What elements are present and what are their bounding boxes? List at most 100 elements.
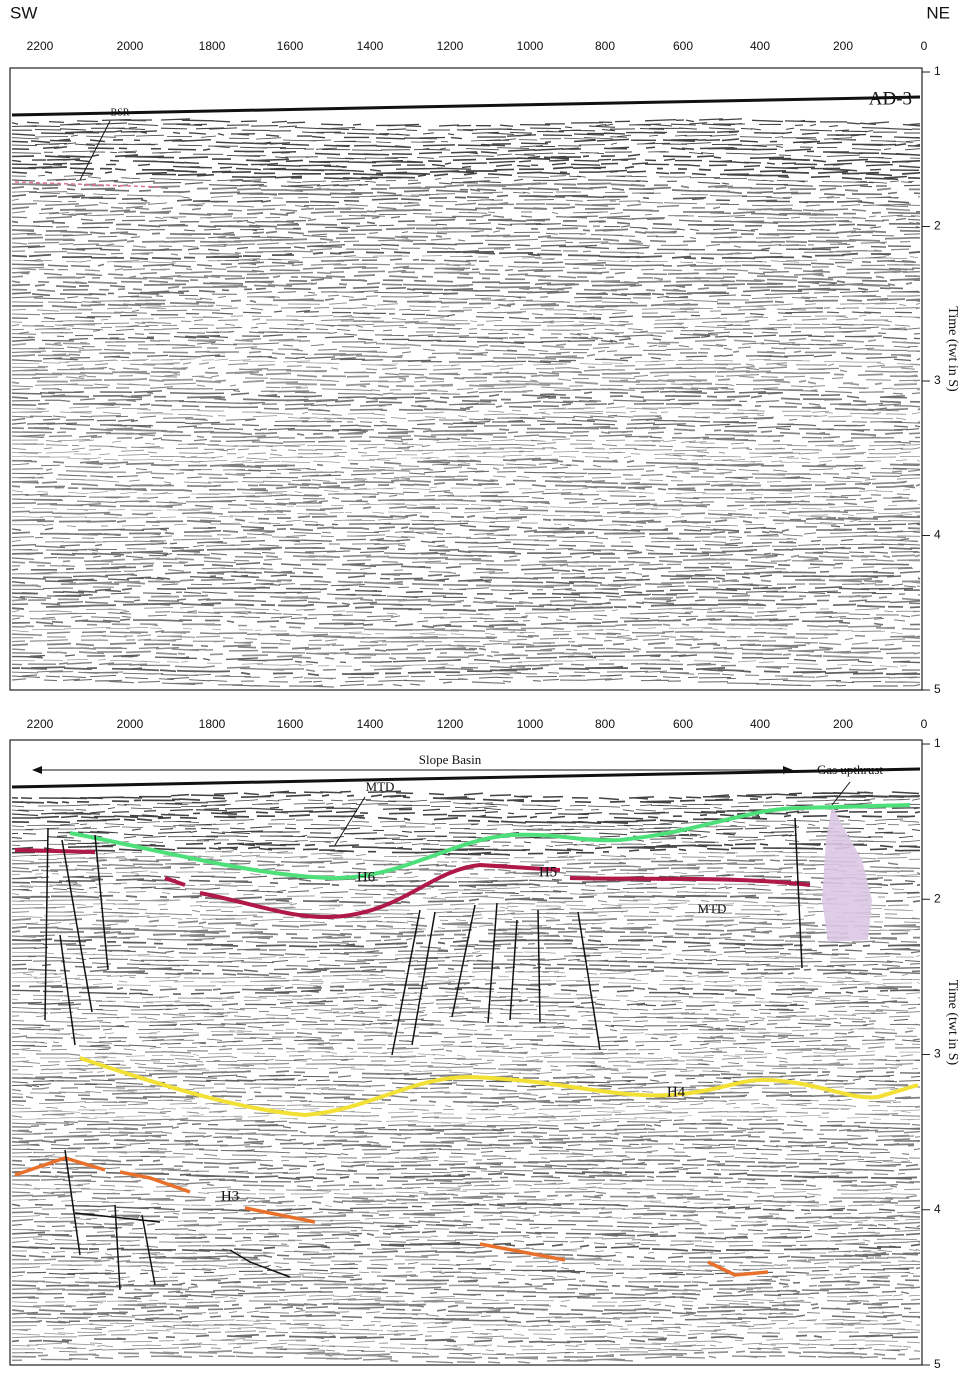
reflector — [11, 1110, 921, 1120]
reflector — [11, 1098, 902, 1108]
reflector — [11, 398, 921, 408]
reflector — [11, 1305, 912, 1316]
reflector — [11, 1330, 921, 1340]
x-tick-label: 0 — [921, 717, 928, 731]
reflector — [11, 1290, 910, 1300]
reflector — [11, 602, 921, 612]
reflector — [11, 1002, 921, 1012]
reflector — [11, 942, 921, 952]
reflector — [11, 174, 915, 184]
reflector — [11, 222, 921, 232]
reflector — [11, 206, 921, 217]
reflector — [11, 1026, 916, 1036]
reflector — [11, 634, 921, 644]
reflector — [11, 230, 921, 239]
y-tick-label: 3 — [934, 373, 941, 387]
reflector — [11, 678, 921, 688]
reflector — [11, 382, 921, 392]
x-tick-label: 1000 — [517, 717, 544, 731]
x-tick-label: 800 — [595, 717, 615, 731]
reflector — [11, 302, 921, 312]
reflector — [11, 991, 921, 1000]
x-tick-label: 1400 — [357, 39, 384, 53]
reflector — [11, 638, 921, 648]
reflector — [11, 130, 921, 140]
x-tick-label: 1200 — [437, 717, 464, 731]
reflector — [12, 809, 921, 820]
reflector — [11, 1166, 906, 1176]
reflector — [11, 265, 921, 277]
reflector — [11, 330, 921, 340]
reflector — [11, 1310, 921, 1320]
horizon-h4 — [79, 1056, 919, 1118]
reflector — [11, 530, 921, 540]
reflector — [11, 365, 919, 376]
reflector — [11, 378, 918, 388]
reflector — [11, 951, 921, 960]
reflector — [11, 1206, 921, 1215]
reflector — [11, 938, 921, 948]
reflector — [11, 574, 921, 585]
reflector — [11, 906, 898, 916]
reflector — [11, 658, 908, 668]
x-tick-label: 1000 — [517, 39, 544, 53]
reflector — [11, 1050, 920, 1060]
reflector — [11, 263, 921, 272]
reflector — [11, 1161, 921, 1173]
reflector — [11, 274, 921, 285]
reflector — [11, 1250, 921, 1260]
reflector — [11, 1030, 914, 1040]
reflector — [11, 1298, 921, 1308]
reflector — [11, 1150, 921, 1160]
reflector — [11, 498, 918, 508]
reflector — [11, 246, 910, 256]
reflector — [11, 894, 921, 905]
horizon-label: H3 — [221, 1188, 239, 1204]
reflector — [11, 234, 921, 244]
horizon-h5 — [14, 848, 811, 920]
reflector — [11, 218, 921, 228]
reflector — [11, 794, 921, 805]
reflector — [11, 394, 921, 404]
reflector — [11, 1202, 921, 1212]
reflector — [11, 582, 920, 592]
y-tick-label: 5 — [934, 682, 941, 696]
reflector — [11, 1006, 917, 1016]
reflector — [11, 1226, 921, 1236]
reflector — [11, 1118, 921, 1128]
reflector — [11, 1173, 920, 1184]
reflector — [11, 1218, 921, 1229]
reflector — [11, 346, 921, 356]
seafloor — [11, 95, 921, 117]
reflector — [12, 126, 920, 136]
reflector — [12, 518, 921, 528]
reflector — [11, 554, 921, 565]
reflector — [11, 1058, 921, 1068]
reflector — [11, 614, 906, 623]
seismic-texture — [11, 95, 921, 688]
y-tick-label: 2 — [934, 219, 941, 233]
reflector — [11, 514, 921, 524]
x-tick-label: 1800 — [199, 717, 226, 731]
reflector — [11, 1314, 921, 1324]
reflector — [11, 1093, 921, 1104]
y-tick-label: 1 — [934, 736, 941, 750]
x-tick-label: 200 — [833, 39, 853, 53]
reflector — [11, 846, 921, 856]
reflector — [11, 134, 921, 143]
reflector — [11, 562, 909, 573]
reflector — [11, 1322, 921, 1332]
x-tick-label: 1800 — [199, 39, 226, 53]
reflector — [11, 1214, 921, 1224]
reflector — [11, 470, 921, 480]
seismic-texture — [11, 767, 921, 1364]
y-tick-label: 4 — [934, 1202, 941, 1216]
reflector — [11, 538, 919, 549]
reflector — [11, 454, 921, 464]
reflector — [11, 162, 920, 173]
reflector — [11, 934, 918, 944]
reflector — [11, 1258, 921, 1268]
reflector — [11, 997, 909, 1008]
arrowhead — [783, 766, 793, 774]
reflector — [11, 1318, 913, 1328]
